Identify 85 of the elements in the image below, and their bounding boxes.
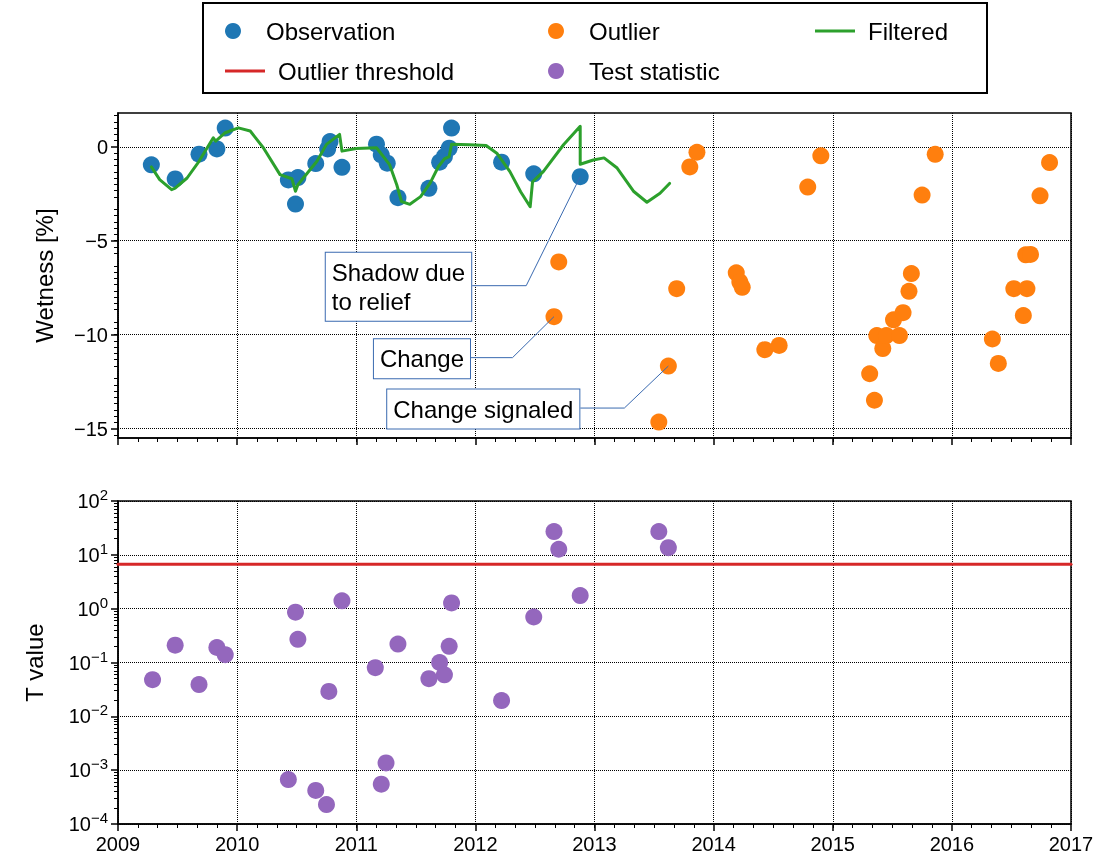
point — [650, 413, 668, 431]
x-tick-label: 2014 — [691, 833, 736, 855]
x-tick-label: 2009 — [95, 833, 141, 855]
point — [550, 253, 568, 271]
point — [440, 637, 458, 655]
point — [1014, 307, 1032, 325]
y-tick-label: −15 — [74, 417, 108, 440]
point — [1041, 154, 1059, 172]
point — [333, 592, 351, 610]
legend-label: Outlier threshold — [278, 57, 455, 85]
point — [366, 659, 384, 677]
point — [435, 666, 453, 684]
annotation: Change signaled — [393, 395, 574, 423]
point — [144, 671, 162, 689]
point — [443, 594, 461, 612]
point — [812, 147, 830, 165]
annotation: Change — [379, 345, 465, 373]
y-tick-label: 10$^{0}$ — [77, 593, 108, 620]
point — [861, 365, 879, 383]
point — [770, 336, 788, 354]
y-axis-title: Wetness [%] — [30, 208, 58, 343]
point — [279, 771, 297, 789]
y-tick-label: 10$^{1}$ — [77, 539, 108, 566]
point — [389, 635, 407, 653]
x-tick-label: 2015 — [810, 833, 855, 855]
x-tick-label: 2011 — [334, 833, 378, 855]
point — [493, 692, 511, 710]
annotation: Shadow due to relief — [331, 258, 466, 315]
y-tick-label: 10$^{2}$ — [77, 486, 108, 512]
point — [320, 682, 338, 700]
point — [756, 341, 774, 359]
point — [333, 158, 351, 176]
legend-label: Observation — [266, 17, 396, 45]
y-tick-label: 10$^{−3}$ — [68, 755, 108, 782]
point — [545, 308, 563, 326]
point — [287, 195, 304, 213]
x-tick-label: 2012 — [453, 833, 498, 855]
point — [865, 391, 883, 409]
point — [659, 357, 677, 375]
point — [913, 186, 931, 204]
point — [668, 280, 686, 298]
point — [799, 178, 817, 196]
y-tick-label: 10$^{−4}$ — [68, 809, 108, 835]
y-tick-label: 10$^{−1}$ — [68, 647, 108, 674]
y-tick-label: −10 — [74, 323, 108, 346]
point — [894, 304, 912, 322]
point — [289, 630, 307, 648]
point — [216, 646, 234, 664]
point — [208, 140, 226, 158]
point — [420, 670, 438, 688]
x-tick-label: 2013 — [572, 833, 617, 855]
point — [166, 636, 184, 654]
point — [926, 145, 944, 163]
point — [983, 330, 1001, 348]
point — [1031, 187, 1049, 205]
point — [1018, 280, 1036, 298]
point — [287, 603, 304, 621]
y-axis-title: T value — [20, 623, 48, 702]
legend-label: Outlier — [589, 17, 660, 45]
point — [571, 587, 589, 605]
point — [688, 143, 706, 161]
point — [190, 676, 208, 694]
point — [659, 539, 677, 557]
point — [900, 282, 918, 300]
point — [902, 265, 920, 283]
point — [550, 540, 568, 558]
point — [545, 523, 563, 541]
point — [307, 781, 325, 799]
legend-label: Test statistic — [589, 57, 720, 85]
x-tick-label: 2010 — [214, 833, 260, 855]
point — [317, 796, 335, 814]
x-tick-label: 2017 — [1048, 833, 1094, 855]
point — [377, 754, 395, 772]
point — [989, 354, 1007, 372]
x-tick-label: 2016 — [929, 833, 975, 855]
point — [525, 608, 543, 626]
point — [443, 119, 461, 137]
y-tick-label: −5 — [85, 229, 108, 252]
y-tick-label: 10$^{−2}$ — [68, 701, 108, 728]
point — [571, 168, 589, 186]
legend-label: Filtered — [868, 17, 949, 45]
y-tick-label: 0 — [96, 135, 108, 158]
point — [650, 523, 668, 541]
point — [372, 775, 390, 793]
point — [681, 158, 699, 176]
